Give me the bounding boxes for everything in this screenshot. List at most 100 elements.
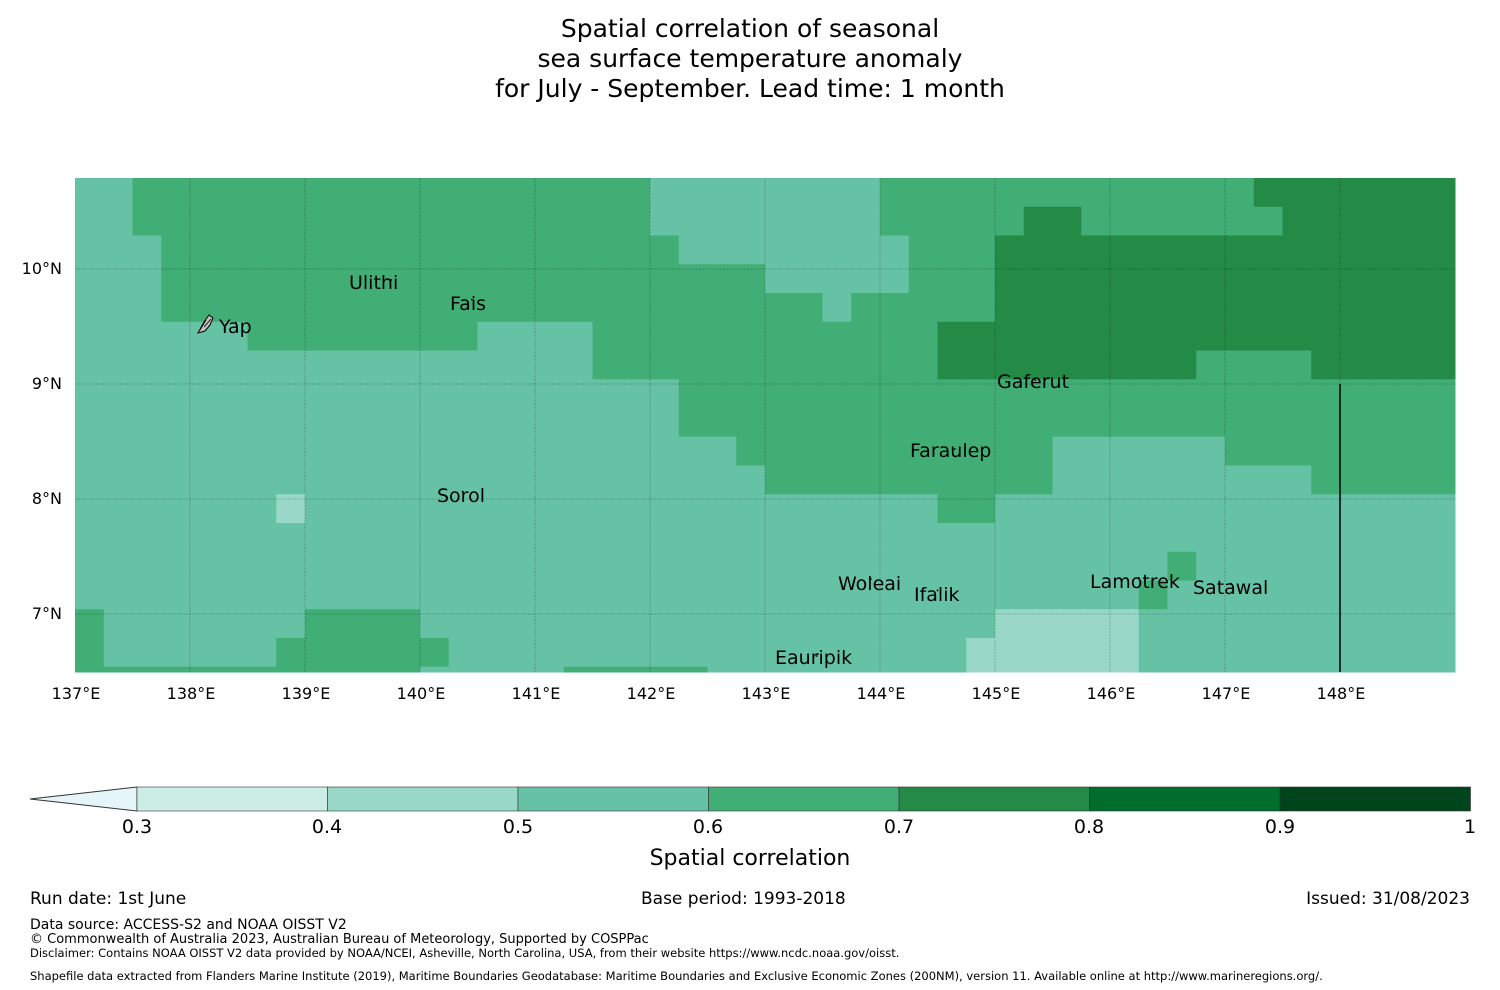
grid-cell xyxy=(1225,580,1255,610)
grid-cell xyxy=(880,408,910,438)
grid-cell xyxy=(161,551,191,581)
grid-cell xyxy=(506,264,536,294)
grid-cell xyxy=(448,666,478,673)
grid-cell xyxy=(75,293,105,323)
colorbar-segment xyxy=(517,786,709,812)
grid-cell xyxy=(966,666,996,673)
grid-cell xyxy=(103,609,133,639)
grid-cell xyxy=(793,638,823,668)
grid-cell xyxy=(1023,350,1053,380)
grid-cell xyxy=(333,321,363,351)
grid-cell xyxy=(276,666,306,673)
place-label-lamotrek: Lamotrek xyxy=(1090,571,1180,593)
grid-cell xyxy=(592,494,622,524)
grid-cell xyxy=(477,264,507,294)
grid-cell xyxy=(1167,436,1197,466)
grid-cell xyxy=(218,350,248,380)
grid-cell xyxy=(506,551,536,581)
grid-cell xyxy=(1282,264,1312,294)
grid-cell xyxy=(420,408,450,438)
grid-cell xyxy=(678,494,708,524)
grid-cell xyxy=(506,379,536,409)
grid-cell xyxy=(592,408,622,438)
grid-cell xyxy=(1426,436,1456,466)
grid-cell xyxy=(391,465,421,495)
grid-cell xyxy=(1196,580,1226,610)
grid-cell xyxy=(1081,321,1111,351)
grid-cell xyxy=(448,408,478,438)
grid-cell xyxy=(276,264,306,294)
grid-cell xyxy=(707,436,737,466)
grid-cell xyxy=(995,235,1025,265)
grid-cell xyxy=(621,609,651,639)
grid-cell xyxy=(1225,206,1255,236)
grid-cell xyxy=(535,293,565,323)
grid-cell xyxy=(851,235,881,265)
grid-cell xyxy=(1225,494,1255,524)
grid-cell xyxy=(1397,293,1427,323)
grid-cell xyxy=(247,609,277,639)
grid-cell xyxy=(678,379,708,409)
grid-cell xyxy=(161,666,191,673)
grid-cell xyxy=(592,580,622,610)
grid-cell xyxy=(966,235,996,265)
grid-cell xyxy=(822,235,852,265)
grid-cell xyxy=(765,523,795,553)
grid-cell xyxy=(477,580,507,610)
grid-cell xyxy=(1340,206,1370,236)
grid-cell xyxy=(218,638,248,668)
grid-cell xyxy=(1167,293,1197,323)
grid-cell xyxy=(1138,264,1168,294)
grid-cell xyxy=(966,580,996,610)
grid-cell xyxy=(793,436,823,466)
place-label-eauripik: Eauripik xyxy=(775,647,853,669)
grid-cell xyxy=(391,293,421,323)
grid-cell xyxy=(477,609,507,639)
grid-cell xyxy=(822,494,852,524)
grid-cell xyxy=(333,178,363,208)
grid-cell xyxy=(305,580,335,610)
grid-cell xyxy=(190,178,220,208)
grid-cell xyxy=(506,350,536,380)
grid-cell xyxy=(1311,609,1341,639)
grid-cell xyxy=(1167,178,1197,208)
grid-cell xyxy=(190,293,220,323)
grid-cell xyxy=(1081,178,1111,208)
grid-cell xyxy=(391,494,421,524)
place-label-woleai: Woleai xyxy=(838,573,902,595)
grid-cell xyxy=(161,350,191,380)
colorbar-title: Spatial correlation xyxy=(649,846,851,871)
atoll-marker xyxy=(815,655,818,657)
grid-cell xyxy=(1282,494,1312,524)
grid-cell xyxy=(908,580,938,610)
grid-cell xyxy=(1311,321,1341,351)
grid-cell xyxy=(563,580,593,610)
grid-cell xyxy=(563,206,593,236)
grid-cell xyxy=(1253,523,1283,553)
grid-cell xyxy=(650,494,680,524)
grid-cell xyxy=(420,523,450,553)
grid-cell xyxy=(678,523,708,553)
grid-cell xyxy=(880,523,910,553)
atoll-marker xyxy=(1229,582,1232,585)
grid-cell xyxy=(1167,638,1197,668)
grid-cell xyxy=(765,235,795,265)
chart-title: Spatial correlation of seasonal sea surf… xyxy=(0,14,1500,104)
grid-cell xyxy=(1340,666,1370,673)
grid-cell xyxy=(908,293,938,323)
grid-cell xyxy=(937,408,967,438)
grid-cell xyxy=(707,551,737,581)
grid-cell xyxy=(1052,206,1082,236)
grid-cell xyxy=(132,551,162,581)
grid-cell xyxy=(1023,580,1053,610)
atoll-marker xyxy=(936,589,939,592)
grid-cell xyxy=(218,264,248,294)
grid-cell xyxy=(190,350,220,380)
grid-cell xyxy=(592,465,622,495)
grid-cell xyxy=(1138,609,1168,639)
grid-cell xyxy=(765,551,795,581)
grid-cell xyxy=(1081,465,1111,495)
grid-cell xyxy=(190,494,220,524)
grid-cell xyxy=(1282,609,1312,639)
grid-cell xyxy=(1138,350,1168,380)
